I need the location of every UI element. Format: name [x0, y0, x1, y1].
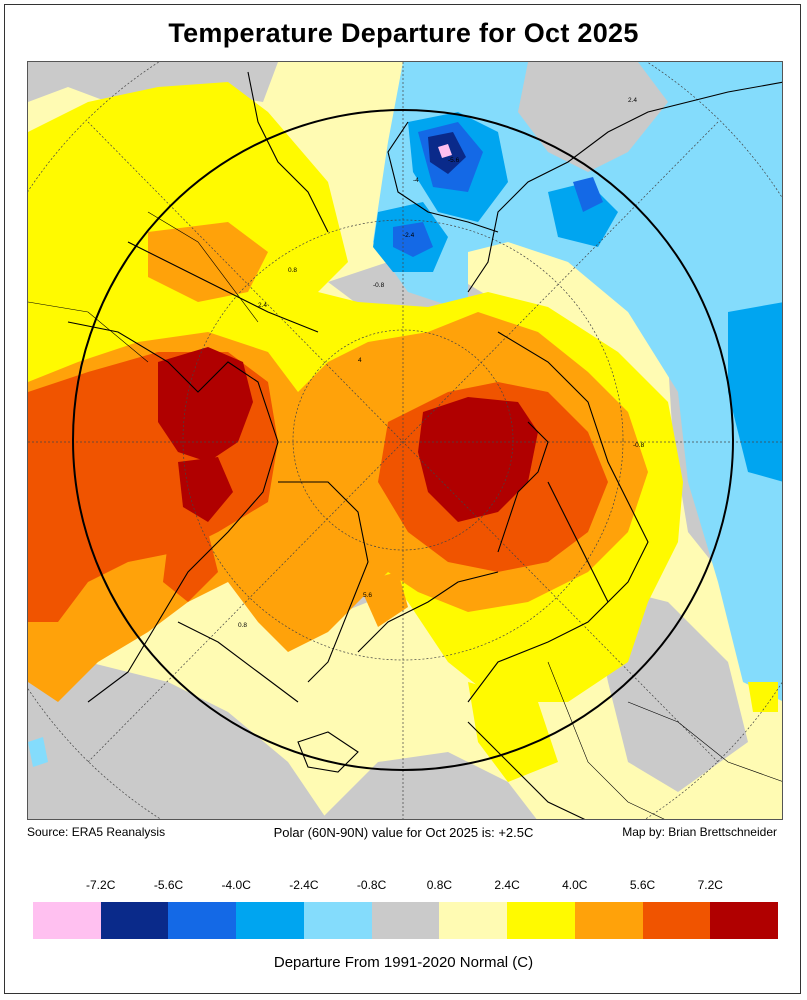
contour-label: -2.4	[403, 232, 415, 239]
contour-label: -0.8	[633, 442, 645, 449]
temperature-departure-map: 0.8 -0.8 2.4 -2.4 4 5.6 -4 -5.6 -0.8 0.8…	[27, 61, 783, 820]
legend-swatch	[439, 902, 508, 939]
legend-swatch	[33, 902, 101, 939]
legend-swatch	[303, 902, 372, 939]
legend-swatch	[236, 902, 304, 939]
source-text: Source: ERA5 Reanalysis	[27, 825, 166, 839]
legend-label: 2.4C	[494, 878, 520, 892]
legend-labels: -7.2C -5.6C -4.0C -2.4C -0.8C 0.8C 2.4C …	[33, 878, 778, 894]
legend-label: -7.2C	[86, 878, 116, 892]
contour-label: 0.8	[288, 267, 297, 274]
legend-swatch	[507, 902, 575, 939]
legend-swatch	[371, 902, 440, 939]
legend-swatch	[574, 902, 643, 939]
legend-label: 0.8C	[426, 878, 453, 892]
contour-labels: 0.8 -0.8 2.4 -2.4 4 5.6 -4 -5.6 -0.8 0.8…	[238, 97, 645, 629]
legend-title: Departure From 1991-2020 Normal (C)	[273, 954, 534, 971]
contour-label: 5.6	[363, 592, 372, 599]
legend-swatch	[642, 902, 711, 939]
map-svg: 0.8 -0.8 2.4 -2.4 4 5.6 -4 -5.6 -0.8 0.8…	[28, 62, 782, 819]
legend-swatch	[100, 902, 169, 939]
legend-label: 4.0C	[562, 878, 588, 892]
contour-label: -0.8	[373, 282, 385, 289]
map-title: Temperature Departure for Oct 2025	[168, 18, 639, 48]
legend-swatch	[710, 902, 779, 939]
polar-value-text: Polar (60N-90N) value for Oct 2025 is: +…	[273, 825, 534, 840]
contour-label: 4	[358, 357, 362, 364]
legend-color-bar	[33, 902, 779, 939]
figure-frame	[4, 4, 801, 994]
contour-label: 2.4	[628, 97, 637, 104]
contour-label: -4	[413, 177, 419, 184]
credit-text: Map by: Brian Brettschneider	[622, 825, 777, 839]
contour-label: -5.6	[448, 157, 460, 164]
legend-label: -0.8C	[356, 878, 387, 892]
legend-label: -5.6C	[153, 878, 184, 892]
legend-swatch	[168, 902, 237, 939]
contour-label: 2.4	[258, 302, 267, 309]
coastlines	[67, 71, 782, 819]
legend-label: -2.4C	[289, 878, 319, 892]
contour-label: 0.8	[238, 622, 247, 629]
legend-label: -4.0C	[221, 878, 251, 892]
cold-anomaly-regions	[28, 62, 782, 767]
legend-label: 5.6C	[629, 878, 656, 892]
circle-60n	[72, 109, 734, 771]
legend-label: 7.2C	[697, 878, 723, 892]
borders	[28, 211, 782, 819]
